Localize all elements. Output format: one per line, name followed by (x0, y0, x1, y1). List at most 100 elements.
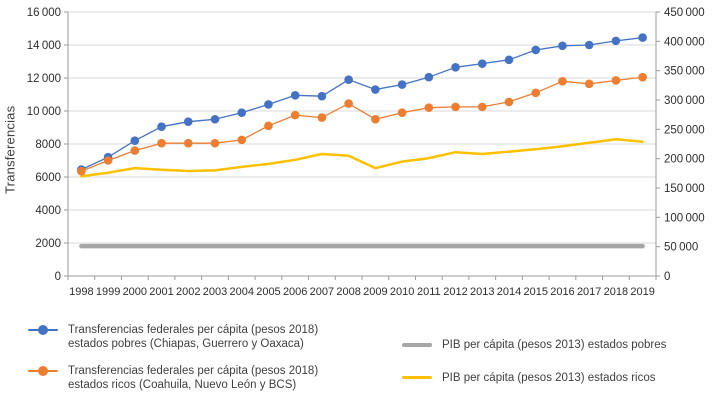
legend-label: Transferencias federales per cápita (pes… (68, 323, 318, 351)
left-axis-tick-label: 4000 (35, 205, 61, 217)
data-point-transferencias-ricos (77, 166, 86, 176)
legend-label: PIB per cápita (pesos 2013) estados pobr… (442, 338, 666, 352)
x-axis-tick-label: 2001 (149, 286, 173, 298)
x-axis-tick-label: 2006 (283, 286, 307, 298)
data-point-transferencias-ricos (477, 102, 487, 112)
data-point-transferencias-pobres (210, 114, 220, 124)
data-point-transferencias-pobres (424, 72, 434, 82)
left-axis-tick-label: 16 000 (27, 7, 61, 19)
data-point-transferencias-pobres (477, 59, 487, 68)
data-point-transferencias-ricos (130, 146, 140, 155)
legend-label: Transferencias federales per cápita (pes… (68, 364, 318, 392)
data-point-transferencias-pobres (344, 75, 353, 84)
data-point-transferencias-pobres (611, 36, 621, 46)
data-point-transferencias-ricos (210, 138, 220, 148)
legend-item-transferencias-pobres: Transferencias federales per cápita (pes… (28, 323, 388, 351)
data-point-transferencias-pobres (317, 91, 327, 101)
legend-item-pib-pobres: PIB per cápita (pesos 2013) estados pobr… (402, 338, 702, 352)
data-point-transferencias-pobres (531, 45, 541, 55)
data-point-transferencias-pobres (451, 62, 460, 72)
x-axis-tick-label: 2012 (443, 286, 467, 298)
legend-label-line2: estados ricos (Coahuila, Nuevo León y BC… (68, 379, 297, 391)
x-axis-tick-label: 1999 (96, 286, 120, 298)
data-point-transferencias-ricos (237, 135, 247, 145)
data-point-transferencias-pobres (157, 122, 166, 131)
data-point-transferencias-pobres (397, 80, 407, 89)
left-axis-tick-label: 14 000 (27, 40, 61, 52)
data-point-transferencias-ricos (290, 110, 300, 120)
legend-item-pib-ricos: PIB per cápita (pesos 2013) estados rico… (402, 371, 702, 385)
data-point-transferencias-pobres (237, 108, 247, 117)
data-point-transferencias-pobres (183, 117, 193, 127)
series-line-transferencias-ricos (80, 76, 644, 172)
right-axis-tick-label: 250 000 (664, 124, 705, 136)
x-axis-tick-label: 1998 (69, 286, 93, 298)
left-axis-tick-label: 10 000 (27, 106, 61, 118)
data-point-transferencias-pobres (371, 85, 380, 94)
legend-label-line1: Transferencias federales per cápita (pes… (68, 324, 319, 336)
data-point-transferencias-ricos (611, 76, 621, 85)
right-axis-tick-label: 50 000 (664, 242, 698, 254)
data-point-transferencias-ricos (504, 97, 514, 107)
right-axis-tick-label: 200 000 (664, 154, 705, 166)
series-line-pib-ricos (80, 138, 644, 178)
right-axis-tick-label: 400 000 (664, 36, 705, 48)
x-axis-tick-label: 2010 (390, 286, 414, 298)
data-point-transferencias-ricos (371, 114, 380, 124)
data-point-transferencias-pobres (638, 33, 647, 42)
right-axis-tick-label: 100 000 (664, 212, 705, 224)
right-axis-tick-label: 350 000 (664, 66, 705, 78)
legend-label: PIB per cápita (pesos 2013) estados rico… (442, 371, 656, 385)
x-axis-tick-label: 2009 (363, 286, 387, 298)
right-axis-tick-label: 300 000 (664, 95, 705, 107)
data-point-transferencias-pobres (264, 100, 273, 109)
x-axis-tick-label: 2008 (336, 286, 360, 298)
data-point-transferencias-ricos (157, 138, 166, 148)
x-axis-tick-label: 2002 (176, 286, 200, 298)
series-line-transferencias-pobres (80, 36, 644, 171)
x-axis-tick-label: 2011 (417, 286, 441, 298)
left-axis-tick-label: 12 000 (27, 73, 61, 85)
x-axis-tick-label: 2015 (523, 286, 547, 298)
legend-label-line1: Transferencias federales per cápita (pes… (68, 365, 319, 377)
data-point-transferencias-ricos (264, 121, 273, 131)
x-axis-tick-label: 2018 (604, 286, 628, 298)
data-point-transferencias-ricos (451, 102, 460, 112)
x-axis-tick-label: 2014 (497, 286, 521, 298)
left-axis-tick-label: 8000 (35, 139, 61, 151)
legend-label-line2: estados pobres (Chiapas, Guerrero y Oaxa… (68, 338, 304, 350)
x-axis-tick-label: 2017 (577, 286, 601, 298)
x-axis-tick-label: 2005 (256, 286, 280, 298)
data-point-transferencias-pobres (130, 136, 140, 145)
data-point-transferencias-ricos (397, 108, 407, 117)
left-axis-tick-label: 6000 (35, 172, 61, 184)
data-point-transferencias-ricos (344, 99, 353, 108)
data-point-transferencias-pobres (504, 55, 514, 65)
data-point-transferencias-ricos (531, 88, 541, 98)
x-axis-tick-label: 2000 (123, 286, 147, 298)
x-axis-tick-label: 2013 (470, 286, 494, 298)
data-point-transferencias-ricos (317, 113, 327, 122)
legend-label-line1: PIB per cápita (pesos 2013) estados pobr… (442, 339, 667, 351)
left-axis-title: Transferencias (2, 105, 18, 195)
legend-label-line1: PIB per cápita (pesos 2013) estados rico… (442, 372, 656, 384)
x-axis-tick-label: 2003 (203, 286, 227, 298)
right-axis-tick-label: 0 (664, 271, 670, 283)
left-axis-tick-label: 0 (55, 271, 61, 283)
data-point-transferencias-ricos (183, 138, 193, 148)
data-point-transferencias-ricos (103, 156, 113, 165)
dual-axis-line-chart: 0 2000 4000 6000 8000 10 000 12 000 14 000 16 00… (27, 7, 705, 298)
left-axis-tick-label: 2000 (35, 238, 61, 250)
data-point-transferencias-pobres (290, 91, 300, 100)
data-point-transferencias-ricos (584, 79, 594, 89)
data-point-transferencias-pobres (558, 41, 567, 51)
data-point-transferencias-ricos (424, 103, 434, 112)
x-axis-tick-label: 2019 (630, 286, 654, 298)
right-axis-tick-label: 150 000 (664, 183, 705, 195)
data-point-transferencias-ricos (638, 72, 647, 82)
data-point-transferencias-pobres (584, 40, 594, 50)
x-axis-tick-label: 2004 (229, 286, 253, 298)
x-axis-tick-label: 2007 (310, 286, 334, 298)
right-axis-tick-label: 450 000 (664, 7, 705, 19)
